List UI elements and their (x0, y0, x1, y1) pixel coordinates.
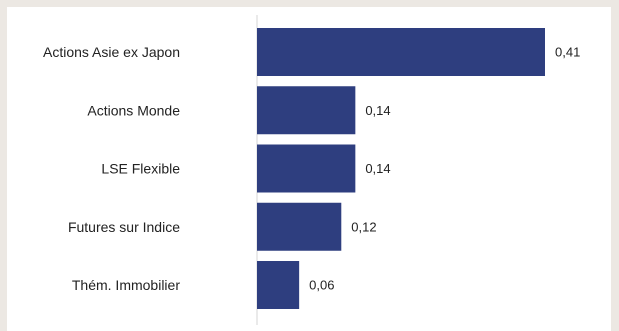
category-label: Futures sur Indice (68, 219, 180, 235)
chart-card: Actions Asie ex Japon 0,41 Actions Monde 0,… (7, 7, 611, 331)
bar (257, 28, 545, 76)
value-label: 0,41 (555, 45, 580, 60)
category-label: Actions Monde (87, 102, 180, 118)
value-label: 0,14 (365, 161, 390, 176)
value-label: 0,12 (351, 219, 376, 234)
bar (257, 261, 300, 309)
bar (257, 202, 342, 251)
value-label: 0,14 (365, 103, 390, 118)
bar (257, 86, 356, 135)
category-label: Actions Asie ex Japon (43, 44, 180, 60)
bar-chart: Actions Asie ex Japon 0,41 Actions Monde 0,… (43, 15, 580, 325)
bar (257, 144, 356, 193)
value-label: 0,06 (309, 278, 334, 293)
category-label: LSE Flexible (101, 161, 180, 177)
category-label: Thém. Immobilier (72, 277, 180, 293)
